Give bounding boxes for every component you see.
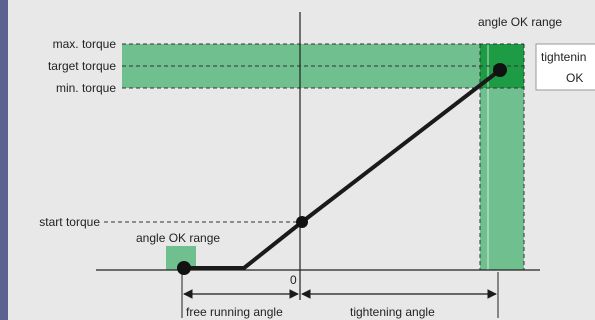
torque-curve (182, 68, 502, 270)
target-torque-label: target torque (48, 59, 116, 73)
tightening-ok-label-line1: tightenin (541, 50, 586, 64)
start-torque-label: start torque (39, 215, 100, 229)
zero-label: 0 (290, 273, 297, 287)
free-running-angle-label: free running angle (186, 305, 283, 319)
angle-ok-range-bottom-label: angle OK range (136, 231, 220, 245)
min-torque-label: min. torque (56, 81, 116, 95)
tightening-angle-label: tightening angle (350, 305, 435, 319)
torque-ok-band (122, 44, 524, 88)
start-torque-point (296, 216, 308, 228)
end-point (493, 63, 507, 77)
tightening-ok-label-line2: OK (566, 71, 583, 85)
tightening-ok-box (535, 43, 595, 91)
vertical-accent-bar-icon (0, 0, 8, 320)
angle-ok-range-top-label: angle OK range (478, 15, 562, 29)
max-torque-label: max. torque (53, 37, 117, 51)
start-point (177, 261, 191, 275)
